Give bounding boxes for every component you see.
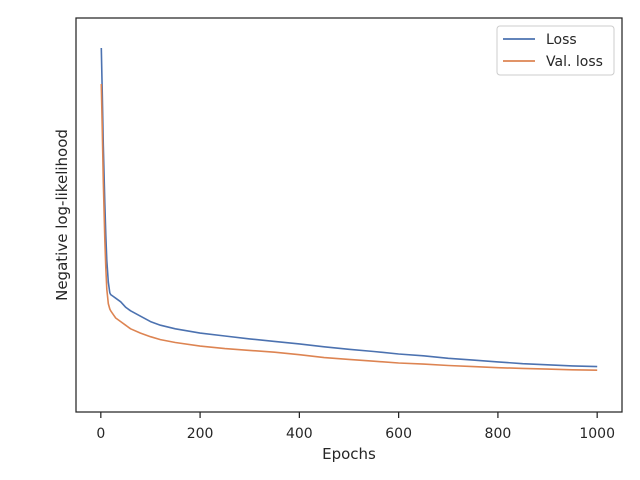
x-axis-ticks: 0 200 400 600 800 1000	[96, 412, 615, 442]
x-axis-label: Epochs	[322, 445, 376, 463]
series-layer	[100, 47, 598, 371]
x-tick-label: 0	[96, 426, 105, 442]
plot-frame	[75, 17, 623, 413]
series-line-val-loss	[100, 83, 598, 371]
y-axis-label: Negative log-likelihood	[53, 129, 71, 301]
x-tick-label: 600	[385, 426, 412, 442]
x-tick-label: 400	[286, 426, 313, 442]
series-line-loss	[100, 47, 598, 368]
legend-label-loss: Loss	[546, 32, 577, 48]
x-tick-label: 1000	[579, 426, 615, 442]
legend: Loss Val. loss	[496, 25, 615, 76]
x-tick-label: 200	[187, 426, 214, 442]
legend-label-val-loss: Val. loss	[546, 54, 603, 70]
x-tick-label: 800	[485, 426, 512, 442]
